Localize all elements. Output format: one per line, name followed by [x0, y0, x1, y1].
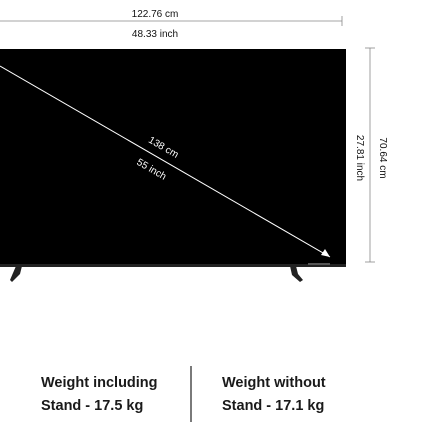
diagonal-line [0, 65, 331, 258]
width-inch: 48.33 inch [132, 29, 178, 40]
width-cm: 122.76 cm [132, 9, 179, 20]
tv-logo [308, 263, 330, 265]
weight-label: Weight including [41, 375, 158, 391]
weight-label: Weight without [222, 375, 326, 391]
height-cm: 70.64 cm [377, 137, 388, 178]
tv-screen [0, 49, 346, 266]
stand-right [290, 266, 303, 282]
height-inch: 27.81 inch [354, 135, 365, 181]
diagonal-arrow [321, 249, 330, 257]
stand-left [10, 266, 22, 282]
tv-bezel [0, 264, 346, 267]
weight-value: Stand - 17.5 kg [41, 398, 143, 414]
weight-value: Stand - 17.1 kg [222, 398, 324, 414]
